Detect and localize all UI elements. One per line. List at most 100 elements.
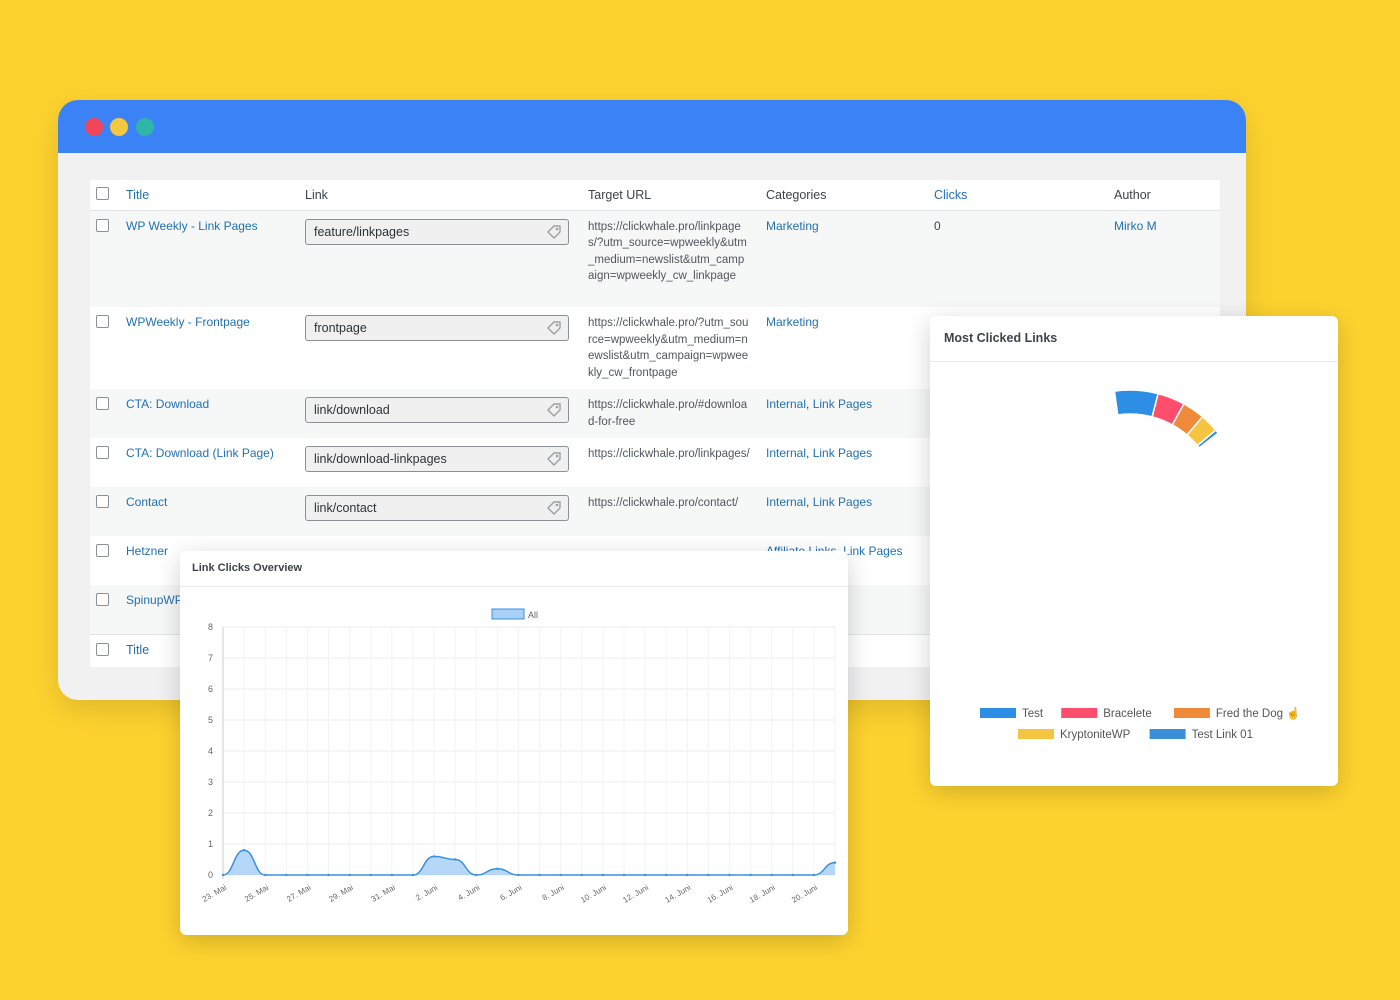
series-line-all <box>222 849 836 876</box>
data-point <box>411 873 415 877</box>
data-point <box>517 873 520 877</box>
column-categories: Categories <box>760 180 928 211</box>
tag-icon[interactable] <box>546 451 562 467</box>
data-point <box>264 873 267 877</box>
column-target-url: Target URL <box>582 180 760 211</box>
column-link: Link <box>299 180 582 211</box>
column-title[interactable]: Title <box>120 180 299 211</box>
link-slug-value: link/contact <box>314 501 377 515</box>
most-clicked-links-panel: Most Clicked Links Test Bracelete Fred the… <box>930 316 1338 786</box>
target-url-text: https://clickwhale.pro/#download-for-fre… <box>588 399 748 428</box>
y-tick-label: 5 <box>208 715 213 725</box>
row-checkbox[interactable] <box>96 593 109 606</box>
legend-label: Fred the Dog ☝️ <box>1216 706 1301 720</box>
data-point <box>728 873 731 877</box>
data-point <box>496 867 499 870</box>
legend-swatch <box>1149 729 1186 739</box>
data-point <box>812 873 816 877</box>
tag-icon[interactable] <box>546 500 562 516</box>
data-point <box>538 873 541 877</box>
category-link[interactable]: Marketing <box>766 315 819 329</box>
minimize-window-button[interactable] <box>110 118 128 136</box>
column-author: Author <box>1108 180 1220 211</box>
category-link[interactable]: Link Pages <box>843 544 903 558</box>
author-link[interactable]: Mirko M <box>1114 218 1157 233</box>
select-all-checkbox[interactable] <box>96 186 109 200</box>
data-point <box>432 855 436 858</box>
x-tick-label: 10. Juni <box>579 883 608 905</box>
link-clicks-line-chart: All 0 1 2 3 4 5 6 7 8 23. Mai 25. Mai 27. Mai 29. Mai… <box>201 608 837 905</box>
link-slug-field[interactable]: link/download-linkpages <box>305 446 569 472</box>
target-url-text: https://clickwhale.pro/?utm_source=wpwee… <box>588 317 749 379</box>
clicks-count: 0 <box>934 218 941 233</box>
link-slug-field[interactable]: link/download <box>305 397 569 423</box>
data-point <box>643 873 647 877</box>
x-tick-label: 18. Juni <box>748 883 777 905</box>
y-tick-label: 7 <box>208 653 213 663</box>
row-title-link[interactable]: CTA: Download (Link Page) <box>126 446 274 460</box>
select-all-checkbox-footer[interactable] <box>96 642 109 656</box>
link-slug-field[interactable]: link/contact <box>305 495 569 521</box>
row-title-link[interactable]: Contact <box>126 495 168 509</box>
y-tick-label: 1 <box>208 839 213 849</box>
legend-swatch <box>1061 708 1098 718</box>
x-tick-label: 25. Mai <box>243 883 270 904</box>
x-tick-label: 8. Juni <box>541 883 566 903</box>
area-fill-all <box>223 850 835 875</box>
y-tick-label: 8 <box>208 622 213 632</box>
tag-icon[interactable] <box>546 320 562 336</box>
most-clicked-pie-chart: Test Bracelete Fred the Dog ☝️ KryptoniteWP… <box>980 389 1301 741</box>
column-clicks[interactable]: Clicks <box>928 180 1108 211</box>
table-header-row: Title Link Target URL Categories Clicks … <box>90 180 1220 211</box>
category-link[interactable]: Marketing <box>766 218 819 233</box>
data-point <box>390 873 394 877</box>
x-tick-label: 31. Mai <box>370 883 397 904</box>
data-point <box>833 861 837 864</box>
link-clicks-overview-panel: Link Clicks Overview All 0 1 2 3 4 5 6 7 8 23. Mai… <box>180 551 848 935</box>
row-title-link[interactable]: Hetzner <box>126 544 169 558</box>
close-window-button[interactable] <box>85 118 103 136</box>
x-tick-label: 14. Juni <box>664 883 693 905</box>
category-link[interactable]: Internal <box>766 495 807 509</box>
row-title-link[interactable]: WPWeekly - Frontpage <box>126 315 250 329</box>
row-checkbox[interactable] <box>96 544 109 557</box>
x-tick-label: 6. Juni <box>499 883 524 903</box>
data-point <box>622 873 626 877</box>
x-tick-label: 20. Juni <box>790 883 819 905</box>
tag-icon[interactable] <box>546 224 562 240</box>
link-slug-field[interactable]: frontpage <box>305 315 569 341</box>
tag-icon[interactable] <box>546 402 562 418</box>
y-tick-label: 0 <box>208 870 213 880</box>
legend-label: Test Link 01 <box>1192 729 1253 741</box>
pie-slice <box>1196 429 1220 449</box>
data-point <box>664 873 668 877</box>
data-point <box>348 873 351 877</box>
footer-column-title[interactable]: Title <box>126 642 150 657</box>
row-checkbox[interactable] <box>96 446 109 459</box>
row-checkbox[interactable] <box>96 315 109 328</box>
legend-label-all: All <box>528 610 538 620</box>
legend-swatch <box>1173 708 1210 718</box>
category-link[interactable]: Link Pages <box>812 446 873 460</box>
row-checkbox[interactable] <box>96 397 109 410</box>
category-link[interactable]: Link Pages <box>812 495 873 509</box>
data-point <box>559 873 562 877</box>
y-tick-label: 4 <box>208 746 213 756</box>
category-link[interactable]: Link Pages <box>812 397 873 411</box>
row-checkbox[interactable] <box>96 218 109 232</box>
target-url-text: https://clickwhale.pro/contact/ <box>588 497 739 509</box>
row-title-link[interactable]: WP Weekly - Link Pages <box>126 218 258 233</box>
link-slug-field[interactable]: feature/linkpages <box>305 218 569 245</box>
data-point <box>686 873 689 877</box>
data-point <box>306 873 309 877</box>
row-checkbox[interactable] <box>96 495 109 508</box>
y-tick-label: 6 <box>208 684 213 694</box>
browser-titlebar <box>58 100 1246 153</box>
category-link[interactable]: Internal <box>766 397 807 411</box>
row-title-link[interactable]: CTA: Download <box>126 397 210 411</box>
row-title-link[interactable]: SpinupWP <box>126 593 183 607</box>
legend-label: KryptoniteWP <box>1060 729 1131 741</box>
maximize-window-button[interactable] <box>136 118 154 136</box>
table-row[interactable]: WP Weekly - Link Pages feature/linkpages h… <box>90 210 1220 307</box>
category-link[interactable]: Internal <box>766 446 807 460</box>
